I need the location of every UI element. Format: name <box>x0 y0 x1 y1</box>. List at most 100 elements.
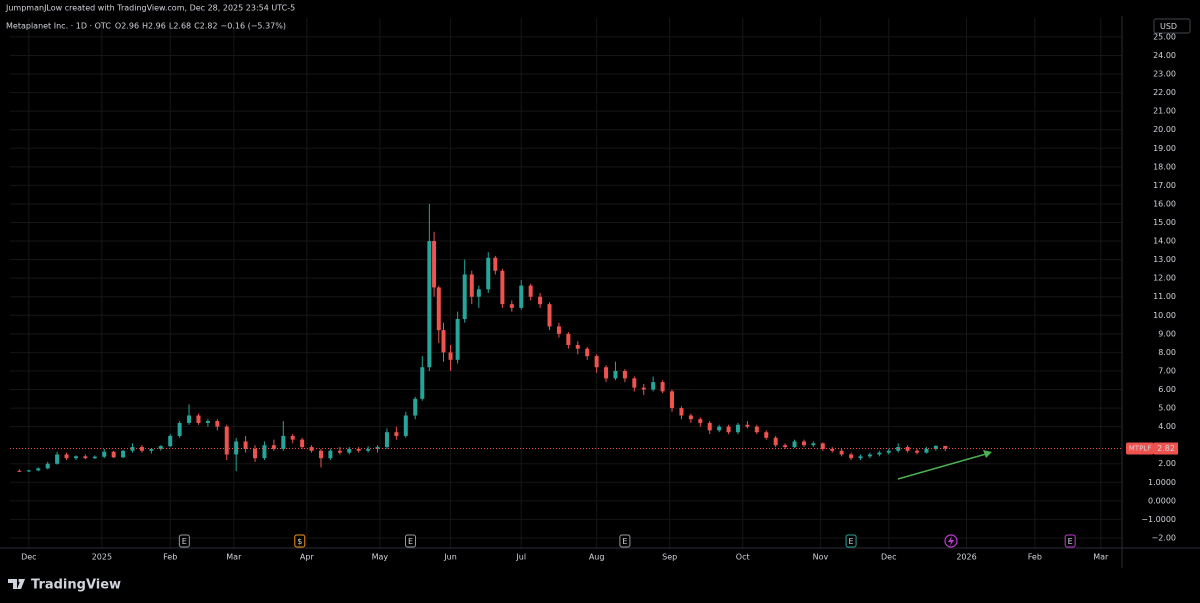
x-tick-label: Feb <box>1028 553 1042 562</box>
candle-body <box>933 445 938 449</box>
candle-body <box>121 450 126 458</box>
event-marker <box>178 534 190 548</box>
currency-button[interactable] <box>1153 18 1191 34</box>
x-tick-label: 2026 <box>956 553 976 562</box>
candle-body <box>547 304 552 327</box>
candle-body <box>271 445 276 449</box>
dividend-icon <box>944 534 958 548</box>
x-tick-label: Apr <box>300 553 315 562</box>
event-marker <box>294 534 306 548</box>
x-tick-label: Feb <box>163 553 177 562</box>
candle-body <box>168 435 173 447</box>
candle-body <box>441 330 446 353</box>
y-tick-label: 15.00 <box>1153 218 1176 227</box>
y-tick-label: 20.00 <box>1153 125 1176 134</box>
candle-body <box>594 356 599 368</box>
candle-body <box>726 426 731 433</box>
candle-body <box>811 443 816 446</box>
candle-body <box>413 398 418 416</box>
x-tick-label: Jun <box>443 553 457 562</box>
candle-body <box>300 439 305 448</box>
x-tick-label: Sep <box>662 553 677 562</box>
candle-body <box>318 450 323 459</box>
ticker-tag <box>1126 442 1154 455</box>
candle-body <box>867 454 872 457</box>
currency[interactable]: USD <box>1160 22 1177 31</box>
ohlc-value: 2.82 <box>200 22 218 31</box>
candle-body <box>253 448 258 459</box>
event-label: $ <box>297 537 302 546</box>
x-tick-label: Nov <box>813 553 829 562</box>
brand: TradingView <box>31 578 121 593</box>
candle-body <box>792 441 797 448</box>
candle-body <box>290 435 295 440</box>
y-tick-label: 18.00 <box>1153 162 1176 171</box>
candle-body <box>366 448 371 451</box>
candle-body <box>158 446 163 449</box>
ohlc-value: 2.96 <box>121 22 139 31</box>
candle-body <box>111 451 116 458</box>
candle-body <box>575 344 580 349</box>
candle-body <box>613 370 618 379</box>
ticker-label: MTPLF <box>1129 445 1151 453</box>
candle-body <box>420 367 425 399</box>
y-tick-label: 0.0000 <box>1148 496 1176 505</box>
candle-body <box>745 424 750 427</box>
y-tick-label: 21.00 <box>1153 107 1176 116</box>
y-tick-label: −1.0000 <box>1141 515 1176 524</box>
y-tick-label: 2.00 <box>1158 459 1176 468</box>
candle-body <box>735 424 740 433</box>
y-tick-label: 9.00 <box>1158 329 1176 338</box>
x-tick-label: Mar <box>1093 553 1109 562</box>
candle-body <box>427 241 432 368</box>
y-tick-label: 7.00 <box>1158 366 1176 375</box>
y-tick-label: 23.00 <box>1153 70 1176 79</box>
candle-body <box>243 441 248 449</box>
y-tick-label: 11.00 <box>1153 292 1176 301</box>
ohlc-label: H <box>142 22 148 31</box>
candle-body <box>651 382 656 390</box>
candle-body <box>839 450 844 455</box>
y-tick-label: 12.00 <box>1153 274 1176 283</box>
candle-body <box>45 463 50 469</box>
candle-body <box>83 456 88 459</box>
ohlc-legend: Metaplanet Inc. · 1D · OTC O 2.96 H 2.96 L 2.6… <box>6 22 286 31</box>
ohlc-label: O <box>115 22 121 31</box>
y-tick-label: 10.00 <box>1153 311 1176 320</box>
candle-body <box>102 451 107 457</box>
candle-body <box>394 432 399 436</box>
y-tick-label: 13.00 <box>1153 255 1176 264</box>
x-tick-label: Mar <box>226 553 242 562</box>
candle-body <box>224 426 229 455</box>
candle-body <box>462 274 467 320</box>
candle-body <box>215 421 220 427</box>
candle-body <box>915 450 920 453</box>
x-tick-label: Dec <box>881 553 896 562</box>
y-tick-label: 24.00 <box>1153 51 1176 60</box>
candle-body <box>432 241 437 288</box>
y-tick-label: 25.00 <box>1153 32 1176 41</box>
y-tick-label: 4.00 <box>1158 422 1176 431</box>
candle-body <box>196 415 201 423</box>
candle-body <box>384 432 389 448</box>
x-tick-label: Oct <box>736 553 750 562</box>
change: −0.16 (−5.37%) <box>221 22 286 31</box>
y-tick-label: 22.00 <box>1153 88 1176 97</box>
candle-body <box>509 304 514 308</box>
candle-body <box>455 319 460 360</box>
candle-body <box>519 285 524 308</box>
candle-body <box>375 447 380 449</box>
x-tick-label: Jul <box>515 553 526 562</box>
candle-body <box>55 454 60 464</box>
candle-body <box>309 447 314 451</box>
candle-body <box>707 422 712 431</box>
candle-body <box>139 447 144 451</box>
candle-body <box>448 352 453 360</box>
candle-body <box>566 333 571 345</box>
candle-body <box>469 274 474 297</box>
candle-body <box>403 415 408 436</box>
candle-body <box>783 445 788 448</box>
candle-body <box>773 437 778 446</box>
